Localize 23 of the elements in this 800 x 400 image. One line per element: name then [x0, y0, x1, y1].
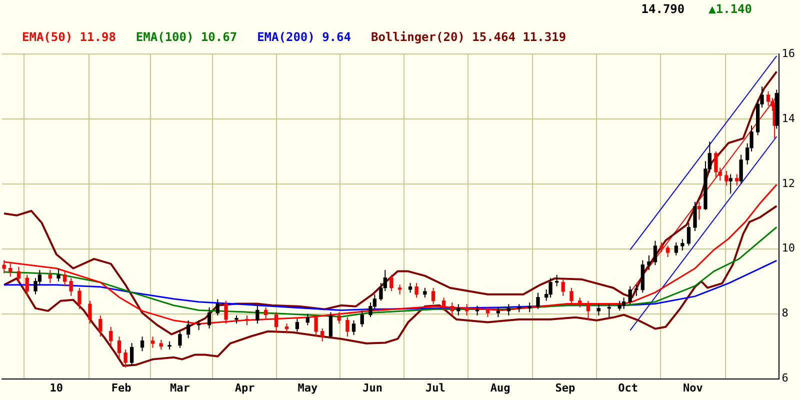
x-tick-label: May — [298, 381, 318, 394]
x-tick-label: Nov — [682, 381, 704, 394]
text: EMA(200) 9.64 — [257, 30, 351, 44]
y-tick-label: 14 — [782, 112, 796, 125]
y-tick-label: 8 — [782, 306, 788, 320]
y-tick-label: 12 — [782, 176, 796, 190]
text: EMA(50) 11.98 — [22, 30, 116, 44]
x-tick-label: Oct — [618, 381, 638, 394]
y-tick-label: 6 — [782, 372, 788, 385]
x-tick-label: Aug — [490, 381, 510, 394]
x-tick-label: 10 — [50, 381, 64, 394]
x-tick-label: Jun — [362, 381, 383, 394]
y-tick-label: 16 — [782, 46, 796, 60]
text: 14.790 — [641, 2, 685, 16]
y-tick-label: 10 — [782, 242, 796, 255]
x-tick-label: Apr — [234, 381, 256, 394]
text: ▲1.140 — [708, 2, 752, 16]
text: Bollinger(20) 15.464 11.319 — [370, 30, 566, 44]
x-tick-label: Feb — [111, 381, 132, 394]
x-tick-label: Jul — [425, 381, 446, 394]
x-tick-label: Mar — [170, 381, 190, 394]
x-tick-label: Sep — [555, 381, 576, 394]
text: EMA(100) 10.67 — [136, 30, 238, 44]
